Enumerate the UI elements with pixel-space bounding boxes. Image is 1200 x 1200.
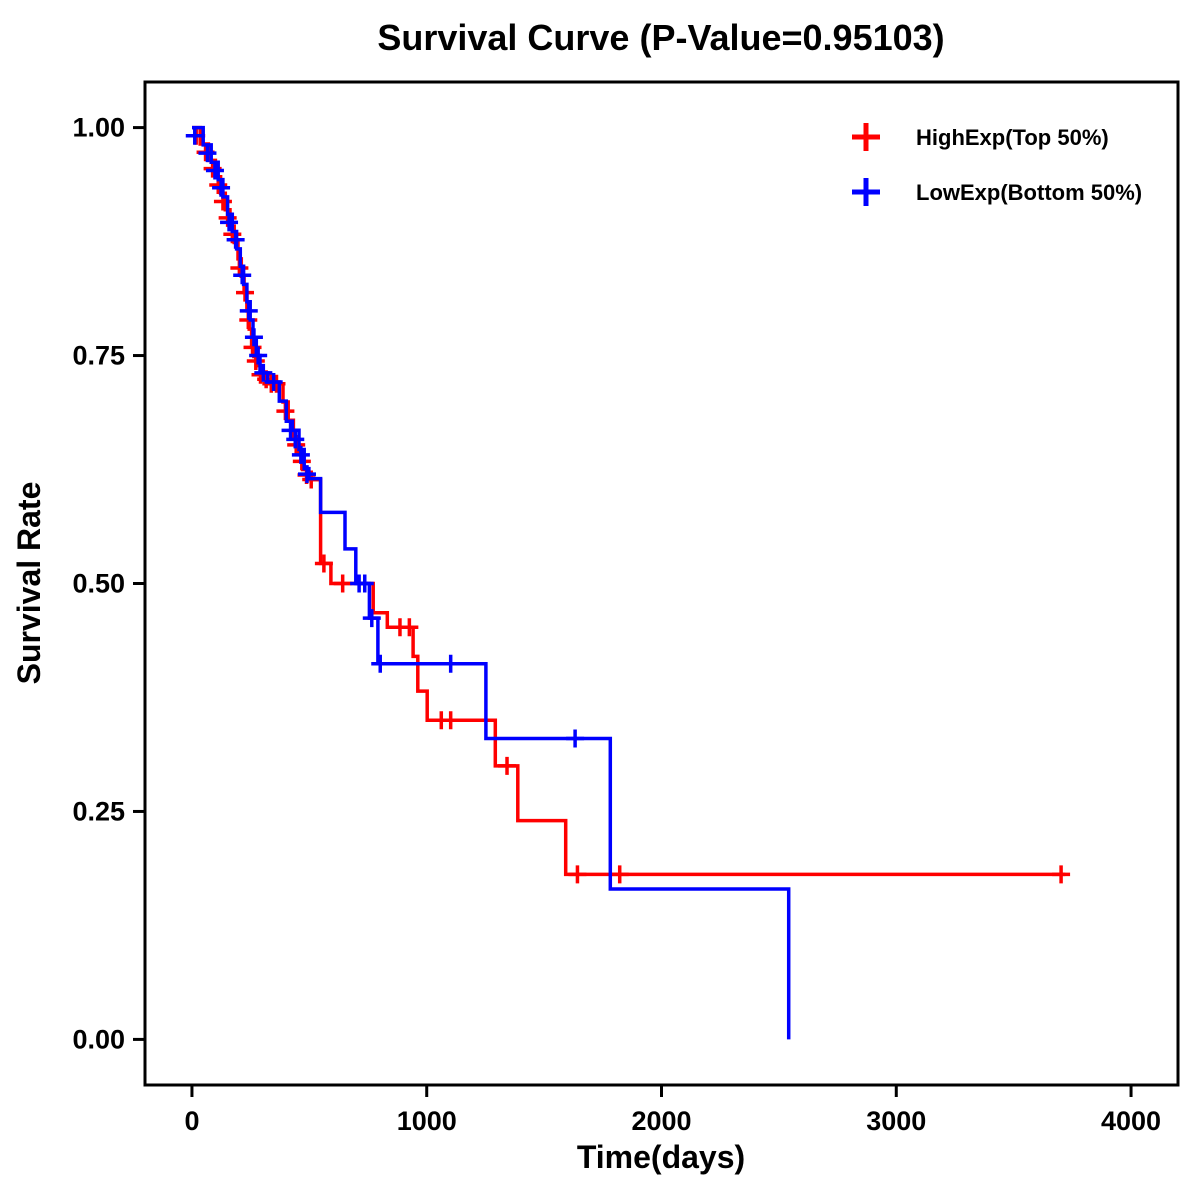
x-tick-label: 2000 [631,1106,691,1136]
censor-mark [244,328,263,347]
censor-mark [205,161,224,180]
censor-mark [264,372,283,391]
censor-mark [441,711,460,730]
censor-mark [226,230,245,249]
censor-mark [371,654,390,673]
censor-mark [333,574,352,593]
survival-curve-1 [192,125,791,1040]
censor-mark [185,126,204,145]
y-tick-label: 0.25 [72,796,125,826]
censor-mark [239,301,258,320]
censor-mark [1052,865,1071,884]
legend-label-0: HighExp(Top 50%) [916,125,1109,150]
y-tick-label: 0.50 [72,569,125,599]
y-tick-label: 0.00 [72,1024,125,1054]
censor-mark [267,374,286,393]
plot-area: 0 1000 2000 3000 4000 0.00 0.25 0.50 0.75 1.00 [72,80,1180,1136]
censor-mark [212,178,231,197]
censor-mark [291,445,310,464]
censor-mark [566,729,585,748]
censor-mark [362,609,381,628]
censor-mark [400,618,419,637]
censor-mark [249,346,268,365]
x-tick-label: 4000 [1101,1106,1161,1136]
x-axis-label: Time(days) [577,1139,745,1175]
censor-mark [286,430,305,449]
chart-title: Survival Curve (P-Value=0.95103) [377,17,944,58]
y-axis-label: Survival Rate [11,482,47,685]
censor-mark [233,266,252,285]
x-tick-label: 0 [184,1106,199,1136]
censor-mark [297,465,316,484]
censor-mark [198,144,217,163]
censor-mark [610,865,629,884]
censor-mark [281,421,300,440]
legend-marker-0 [852,123,880,151]
legend: HighExp(Top 50%) LowExp(Bottom 50%) [852,123,1142,206]
plot-frame [143,80,1180,1087]
y-tick-label: 0.75 [72,341,125,371]
x-tick-label: 3000 [866,1106,926,1136]
survival-curve-0 [192,125,1066,877]
censor-mark [568,865,587,884]
censor-mark [498,756,517,775]
y-tick-label: 1.00 [72,113,125,143]
x-tick-label: 1000 [397,1106,457,1136]
censor-mark [254,363,273,382]
censor-mark [441,654,460,673]
censor-mark [314,554,333,573]
censor-mark [220,213,239,232]
legend-label-1: LowExp(Bottom 50%) [916,180,1142,205]
censor-mark [236,283,255,302]
legend-marker-1 [852,178,880,206]
censor-mark [355,574,374,593]
